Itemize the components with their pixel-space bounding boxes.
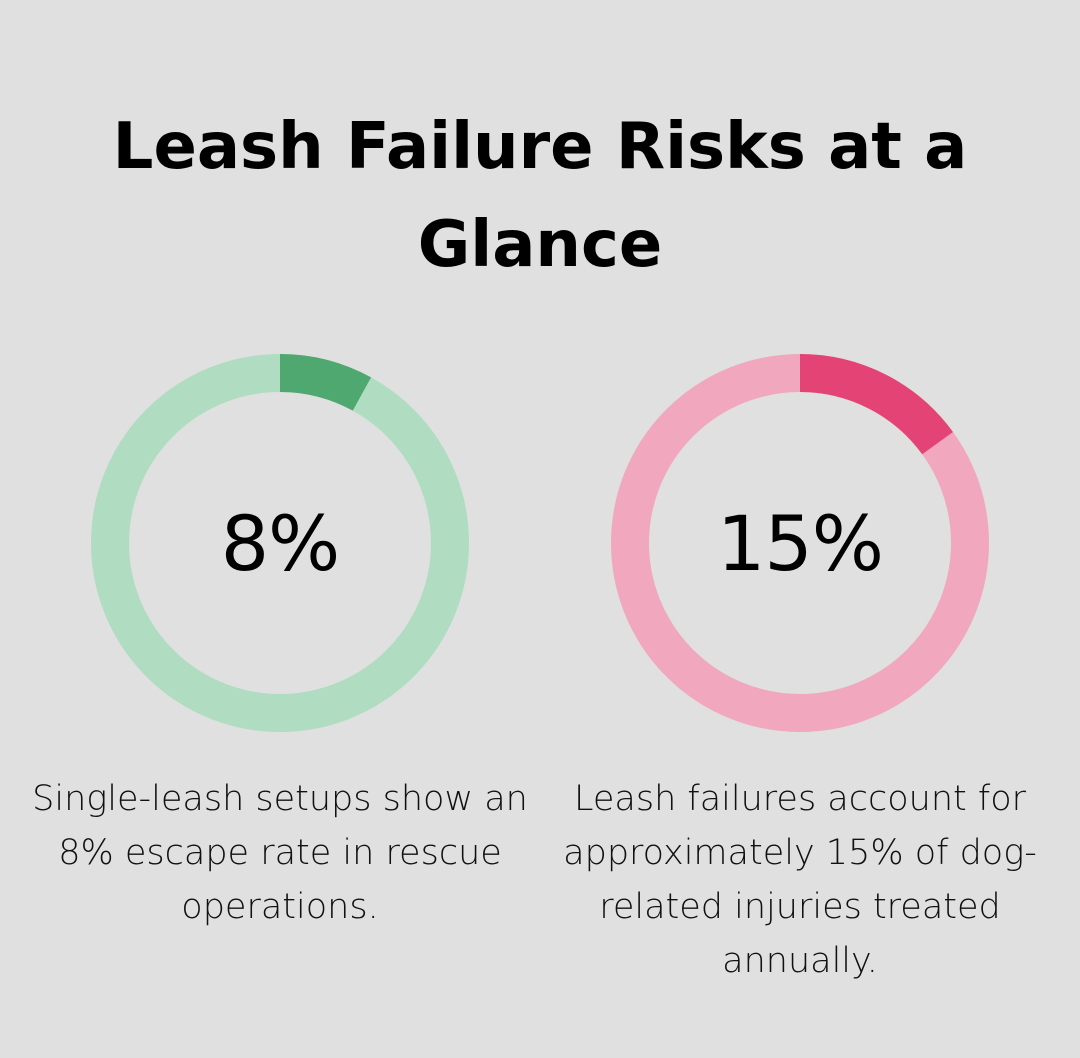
donut-segment [611, 354, 989, 732]
donut-chart-injuries: 15% [611, 354, 989, 732]
donut-ring [611, 354, 989, 732]
page-title: Leash Failure Risks at a Glance [112, 110, 968, 282]
percent-value: 8% [220, 498, 341, 588]
donut-ring [91, 354, 469, 732]
donut-segment [91, 354, 469, 732]
donut-chart-escape-rate: 8% [91, 354, 469, 732]
caption-escape-rate: Single-leash setups show an 8% escape ra… [32, 779, 528, 927]
percent-value: 15% [717, 498, 884, 588]
caption-injuries: Leash failures account for approximately… [563, 779, 1037, 981]
